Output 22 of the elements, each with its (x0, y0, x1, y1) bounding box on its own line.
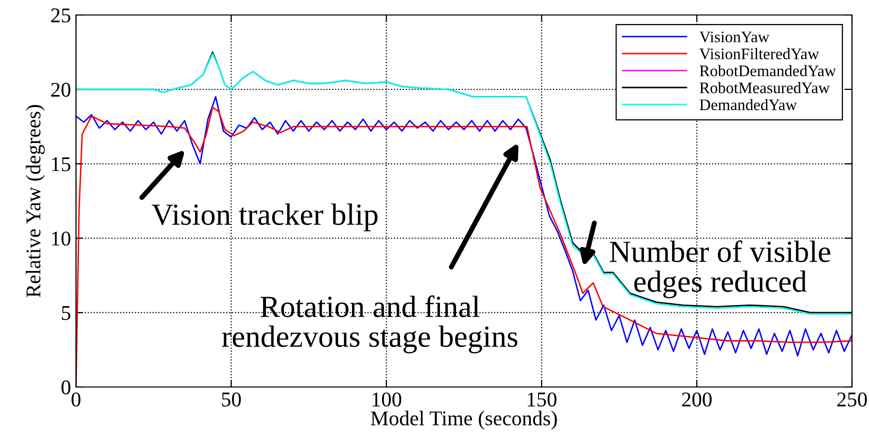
legend-label: VisionYaw (699, 32, 770, 42)
x-tick-label: 250 (837, 392, 867, 407)
y-tick-label: 10 (52, 232, 70, 246)
y-tick-label: 25 (51, 8, 70, 22)
y-axis-title: Relative Yaw (degrees) (26, 105, 45, 298)
legend-label: VisionFilteredYaw (699, 48, 820, 60)
annotation: Vision tracker blip (152, 204, 378, 232)
legend-label: RobotDemandedYaw (700, 65, 836, 76)
x-axis-title: Model Time (seconds) (370, 410, 557, 430)
y-tick-label: 15 (52, 157, 70, 172)
y-tick-label: 5 (62, 306, 70, 320)
x-tick-label: 0 (72, 392, 80, 407)
y-tick-label: 0 (62, 380, 70, 394)
annotation: Number of visible edges reduced (610, 240, 830, 298)
y-tick-label: 20 (51, 82, 70, 97)
legend-label: RobotMeasuredYaw (700, 82, 830, 94)
x-tick-label: 50 (222, 392, 241, 407)
annotation: Rotation and final rendezvous stage begins (222, 295, 518, 354)
x-tick-label: 150 (528, 392, 556, 407)
x-tick-label: 200 (682, 392, 712, 407)
legend-label: DemandedYaw (700, 98, 797, 110)
x-tick-label: 100 (372, 392, 402, 407)
